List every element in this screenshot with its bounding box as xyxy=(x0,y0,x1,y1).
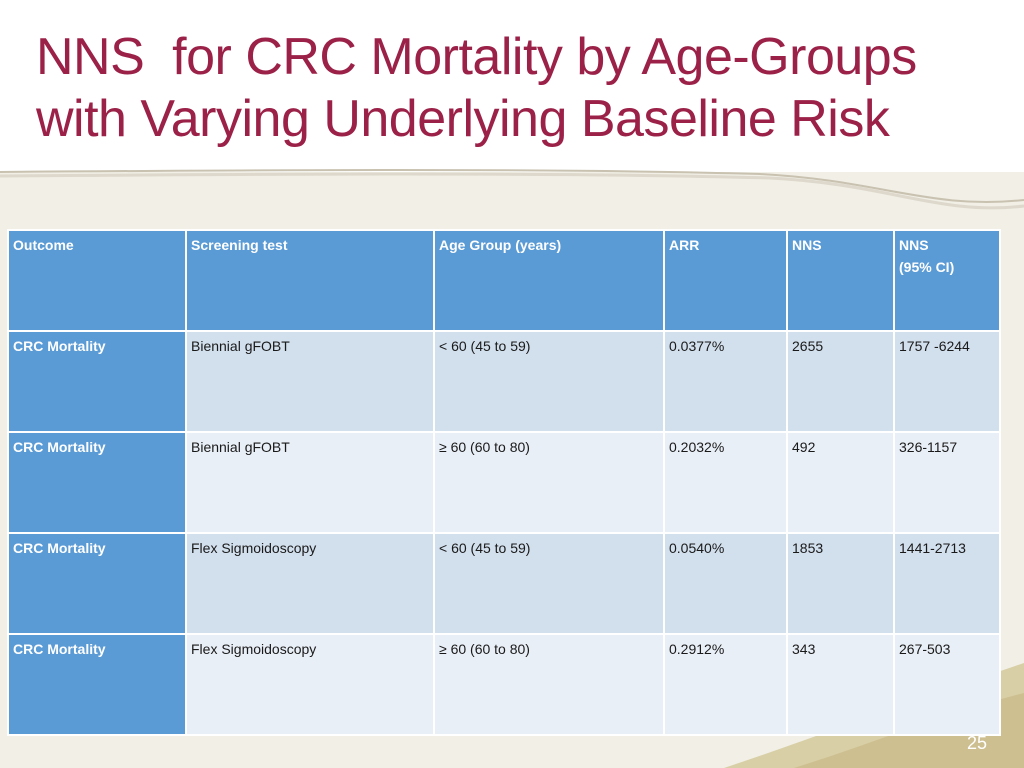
cell-nns: 492 xyxy=(786,431,895,534)
header-outcome: Outcome xyxy=(7,229,187,332)
cell-outcome: CRC Mortality xyxy=(7,330,187,433)
cell-screening-test: Flex Sigmoidoscopy xyxy=(185,633,435,736)
slide-title-line-2: with Varying Underlying Baseline Risk xyxy=(36,90,890,148)
cell-screening-test: Flex Sigmoidoscopy xyxy=(185,532,435,635)
cell-nns-ci: 326-1157 xyxy=(893,431,1001,534)
slide-title: NNS for CRC Mortality by Age-Groups with… xyxy=(36,26,917,150)
table-row: CRC Mortality Flex Sigmoidoscopy < 60 (4… xyxy=(7,532,1001,635)
nns-table: Outcome Screening test Age Group (years)… xyxy=(7,229,1001,736)
table-row: CRC Mortality Flex Sigmoidoscopy ≥ 60 (6… xyxy=(7,633,1001,736)
header-arr: ARR xyxy=(663,229,788,332)
cell-arr: 0.2912% xyxy=(663,633,788,736)
cell-age-group: < 60 (45 to 59) xyxy=(433,532,665,635)
cell-age-group: ≥ 60 (60 to 80) xyxy=(433,633,665,736)
cell-age-group: < 60 (45 to 59) xyxy=(433,330,665,433)
cell-nns: 2655 xyxy=(786,330,895,433)
cell-outcome: CRC Mortality xyxy=(7,532,187,635)
cell-arr: 0.2032% xyxy=(663,431,788,534)
table-row: CRC Mortality Biennial gFOBT ≥ 60 (60 to… xyxy=(7,431,1001,534)
table-row: CRC Mortality Biennial gFOBT < 60 (45 to… xyxy=(7,330,1001,433)
header-age-group: Age Group (years) xyxy=(433,229,665,332)
slide-title-line-1: NNS for CRC Mortality by Age-Groups xyxy=(36,28,917,86)
header-nns-ci: NNS (95% CI) xyxy=(893,229,1001,332)
page-number: 25 xyxy=(966,733,987,753)
cell-nns: 343 xyxy=(786,633,895,736)
cell-arr: 0.0377% xyxy=(663,330,788,433)
cell-screening-test: Biennial gFOBT xyxy=(185,431,435,534)
cell-nns-ci: 1441-2713 xyxy=(893,532,1001,635)
cell-arr: 0.0540% xyxy=(663,532,788,635)
title-area: NNS for CRC Mortality by Age-Groups with… xyxy=(0,0,1024,172)
cell-outcome: CRC Mortality xyxy=(7,633,187,736)
table-header-row: Outcome Screening test Age Group (years)… xyxy=(7,229,1001,332)
cell-outcome: CRC Mortality xyxy=(7,431,187,534)
cell-age-group: ≥ 60 (60 to 80) xyxy=(433,431,665,534)
header-nns: NNS xyxy=(786,229,895,332)
cell-nns-ci: 1757 -6244 xyxy=(893,330,1001,433)
decorative-swoosh xyxy=(0,169,1024,210)
cell-screening-test: Biennial gFOBT xyxy=(185,330,435,433)
cell-nns: 1853 xyxy=(786,532,895,635)
header-screening-test: Screening test xyxy=(185,229,435,332)
cell-nns-ci: 267-503 xyxy=(893,633,1001,736)
